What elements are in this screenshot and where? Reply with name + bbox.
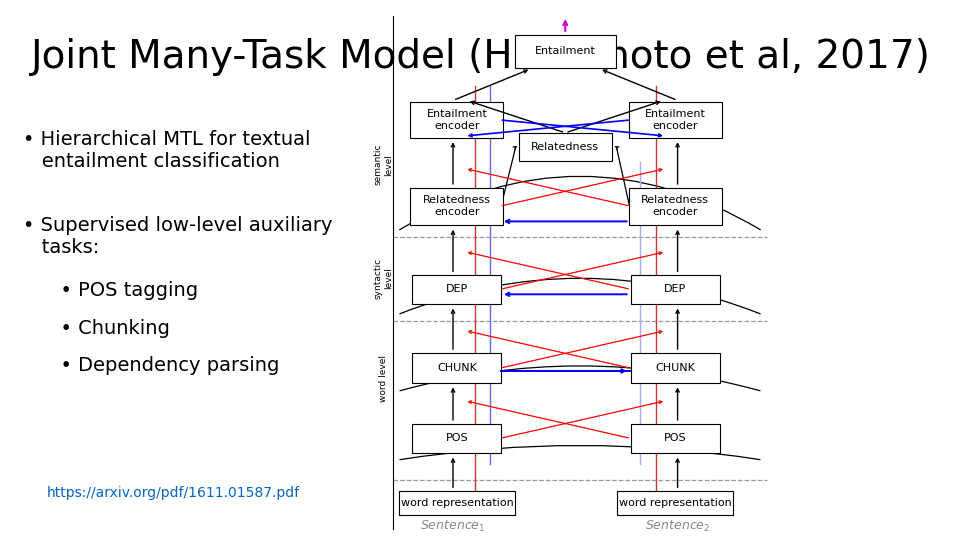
FancyBboxPatch shape: [629, 102, 722, 138]
Text: $Sentence_2$: $Sentence_2$: [645, 518, 710, 534]
FancyBboxPatch shape: [629, 188, 722, 225]
FancyBboxPatch shape: [631, 275, 720, 304]
Text: • Dependency parsing: • Dependency parsing: [23, 356, 279, 375]
Text: Relatedness
encoder: Relatedness encoder: [422, 195, 491, 217]
Text: Relatedness
encoder: Relatedness encoder: [641, 195, 709, 217]
Text: word representation: word representation: [619, 498, 732, 508]
FancyBboxPatch shape: [413, 423, 501, 454]
Text: CHUNK: CHUNK: [437, 363, 477, 373]
Text: • Supervised low-level auxiliary
   tasks:: • Supervised low-level auxiliary tasks:: [23, 216, 333, 257]
Text: POS: POS: [445, 434, 468, 443]
FancyBboxPatch shape: [413, 354, 501, 383]
Text: word representation: word representation: [400, 498, 514, 508]
FancyBboxPatch shape: [413, 275, 501, 304]
FancyBboxPatch shape: [518, 133, 612, 161]
FancyBboxPatch shape: [617, 491, 733, 515]
Text: • Hierarchical MTL for textual
   entailment classification: • Hierarchical MTL for textual entailmen…: [23, 130, 311, 171]
Text: CHUNK: CHUNK: [656, 363, 695, 373]
FancyBboxPatch shape: [631, 354, 720, 383]
Text: DEP: DEP: [664, 285, 686, 294]
Text: • Chunking: • Chunking: [23, 319, 170, 338]
FancyBboxPatch shape: [631, 423, 720, 454]
Text: Entailment: Entailment: [535, 46, 596, 56]
Text: POS: POS: [664, 434, 686, 443]
Text: word level: word level: [379, 354, 388, 402]
FancyBboxPatch shape: [515, 35, 615, 68]
FancyBboxPatch shape: [398, 491, 515, 515]
Text: • POS tagging: • POS tagging: [23, 281, 199, 300]
FancyBboxPatch shape: [411, 102, 503, 138]
Text: $Sentence_1$: $Sentence_1$: [420, 518, 486, 534]
Text: Entailment
encoder: Entailment encoder: [645, 109, 706, 131]
FancyBboxPatch shape: [411, 188, 503, 225]
Text: https://arxiv.org/pdf/1611.01587.pdf: https://arxiv.org/pdf/1611.01587.pdf: [46, 486, 300, 500]
Text: Relatedness: Relatedness: [531, 142, 599, 152]
Text: Entailment
encoder: Entailment encoder: [426, 109, 488, 131]
Text: DEP: DEP: [445, 285, 468, 294]
Text: semantic
level: semantic level: [373, 144, 393, 185]
Text: syntactic
level: syntactic level: [373, 258, 393, 299]
Text: Joint Many-Task Model (Hashimoto et al, 2017): Joint Many-Task Model (Hashimoto et al, …: [31, 38, 931, 76]
